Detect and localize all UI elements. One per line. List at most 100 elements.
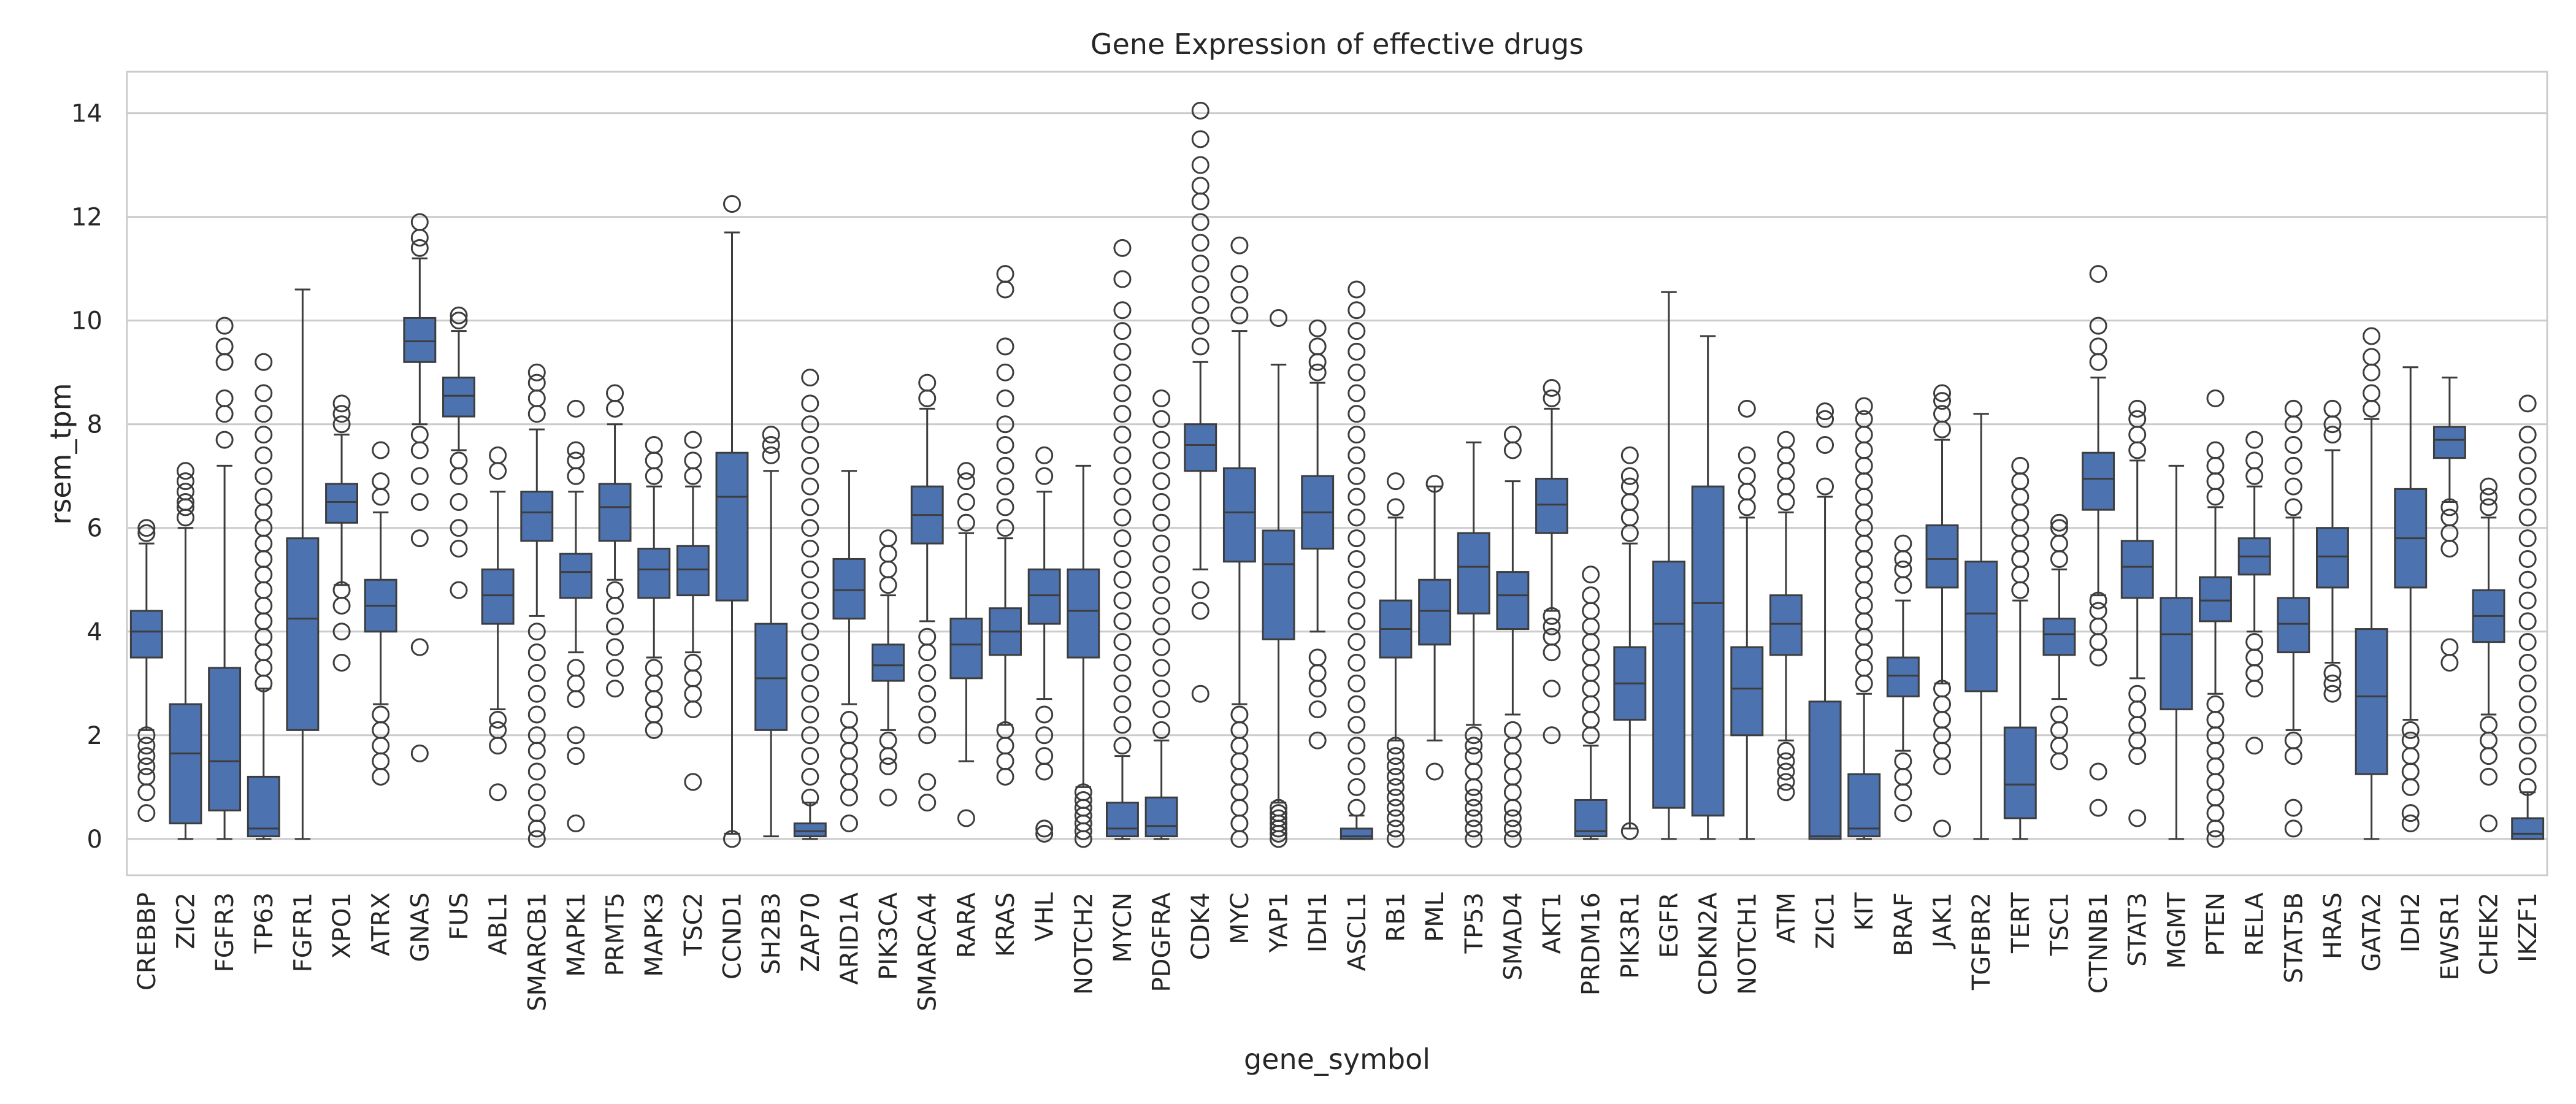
iqr-box bbox=[1262, 529, 1295, 640]
x-tick-label: IDH2 bbox=[2397, 892, 2425, 953]
outlier-point bbox=[255, 597, 273, 615]
outlier-point bbox=[2089, 799, 2107, 817]
x-tick-label: RB1 bbox=[1382, 892, 1410, 942]
chart-title: Gene Expression of effective drugs bbox=[1091, 28, 1584, 61]
outlier-point bbox=[1270, 809, 1288, 827]
outlier-point bbox=[2245, 467, 2264, 485]
box-ikzf1 bbox=[2511, 394, 2545, 840]
box-tp53 bbox=[1457, 441, 1490, 848]
outlier-point bbox=[645, 690, 663, 708]
outlier-point bbox=[996, 436, 1014, 454]
outlier-point bbox=[762, 436, 780, 454]
y-tick-label: 2 bbox=[87, 722, 102, 750]
x-tick-label: YAP1 bbox=[1265, 892, 1294, 953]
iqr-box bbox=[2315, 527, 2349, 589]
outlier-point bbox=[1855, 581, 1873, 599]
outlier-point bbox=[1933, 695, 1951, 713]
outlier-point bbox=[645, 705, 663, 724]
outlier-point bbox=[1113, 674, 1132, 692]
x-tick-label: MYCN bbox=[1109, 892, 1137, 963]
outlier-point bbox=[957, 513, 975, 532]
outlier-point bbox=[137, 737, 156, 755]
outlier-point bbox=[1113, 612, 1132, 631]
outlier-point bbox=[372, 737, 390, 755]
outlier-point bbox=[1347, 799, 1366, 817]
outlier-point bbox=[1270, 309, 1288, 327]
outlier-point bbox=[957, 472, 975, 491]
outlier-point bbox=[1347, 612, 1366, 631]
box-tert bbox=[2003, 456, 2037, 840]
outlier-point bbox=[1465, 819, 1483, 838]
outlier-point bbox=[1270, 804, 1288, 822]
outlier-point bbox=[1620, 446, 1639, 464]
x-tick-label: CHEK2 bbox=[2475, 892, 2504, 975]
outlier-point bbox=[1308, 648, 1327, 667]
outlier-point bbox=[410, 441, 429, 459]
outlier-point bbox=[527, 643, 546, 662]
outlier-point bbox=[918, 726, 937, 745]
outlier-point bbox=[1074, 783, 1092, 802]
outlier-point bbox=[2518, 529, 2537, 548]
x-tick-label: ATRX bbox=[367, 892, 396, 956]
outlier-point bbox=[255, 426, 273, 444]
outlier-point bbox=[2089, 316, 2107, 335]
x-tick-label: BRAF bbox=[1890, 892, 1918, 956]
outlier-point bbox=[840, 814, 858, 832]
outlier-point bbox=[1230, 767, 1249, 786]
outlier-point bbox=[332, 653, 351, 672]
outlier-point bbox=[332, 415, 351, 434]
outlier-point bbox=[137, 747, 156, 765]
outlier-point bbox=[1386, 498, 1405, 516]
outlier-point bbox=[1347, 384, 1366, 402]
outlier-point bbox=[2128, 700, 2147, 719]
outlier-point bbox=[1308, 700, 1327, 719]
outlier-point bbox=[1465, 799, 1483, 817]
outlier-point bbox=[1230, 752, 1249, 770]
iqr-box bbox=[1340, 827, 1373, 840]
outlier-point bbox=[2440, 508, 2459, 527]
box-prmt5 bbox=[598, 384, 632, 698]
outlier-point bbox=[1113, 570, 1132, 589]
outlier-point bbox=[1777, 773, 1795, 791]
box-braf bbox=[1886, 534, 1920, 822]
outlier-point bbox=[1855, 503, 1873, 521]
x-tick-label: MGMT bbox=[2163, 892, 2191, 968]
outlier-point bbox=[1386, 757, 1405, 776]
outlier-point bbox=[2206, 389, 2225, 407]
outlier-point bbox=[1191, 234, 1209, 252]
outlier-point bbox=[918, 794, 937, 812]
outlier-point bbox=[1855, 534, 1873, 553]
outlier-point bbox=[879, 576, 897, 594]
outlier-point bbox=[2050, 737, 2068, 755]
outlier-point bbox=[879, 560, 897, 578]
outlier-point bbox=[450, 306, 468, 324]
outlier-point bbox=[1582, 586, 1600, 605]
outlier-point bbox=[1113, 737, 1132, 755]
outlier-point bbox=[1308, 664, 1327, 682]
outlier-point bbox=[255, 405, 273, 423]
outlier-point bbox=[1113, 363, 1132, 381]
iqr-box bbox=[1691, 485, 1725, 817]
outlier-point bbox=[1308, 363, 1327, 381]
box-kras bbox=[989, 265, 1022, 786]
outlier-point bbox=[1113, 653, 1132, 672]
outlier-point bbox=[1543, 617, 1561, 635]
outlier-point bbox=[1855, 472, 1873, 491]
outlier-point bbox=[1347, 570, 1366, 589]
outlier-point bbox=[332, 623, 351, 641]
outlier-point bbox=[1113, 716, 1132, 734]
outlier-point bbox=[1738, 498, 1756, 516]
outlier-point bbox=[2518, 426, 2537, 444]
outlier-point bbox=[2245, 664, 2264, 682]
x-tick-label: CREBBP bbox=[133, 892, 161, 991]
iqr-box bbox=[286, 537, 320, 731]
outlier-point bbox=[372, 441, 390, 459]
outlier-point bbox=[410, 638, 429, 656]
outlier-point bbox=[2363, 399, 2381, 418]
x-tick-label: XPO1 bbox=[328, 892, 356, 959]
x-tick-label: TSC2 bbox=[680, 892, 708, 956]
outlier-point bbox=[996, 280, 1014, 299]
iqr-box bbox=[676, 545, 710, 597]
outlier-point bbox=[567, 441, 585, 459]
outlier-point bbox=[1230, 783, 1249, 802]
